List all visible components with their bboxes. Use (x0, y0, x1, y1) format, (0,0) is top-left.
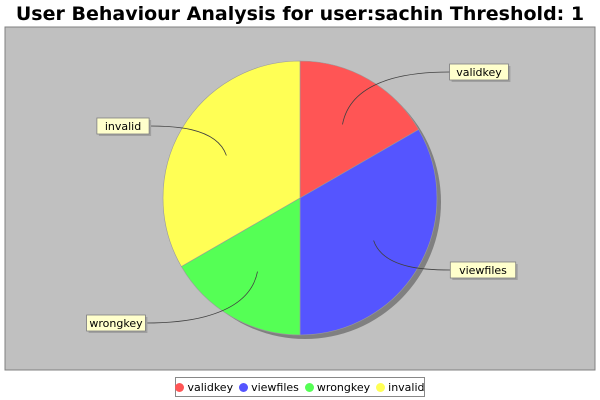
slice-label-box-wrongkey (86, 314, 146, 332)
legend-swatch-viewfiles (239, 382, 249, 392)
leader-line-invalid (149, 125, 227, 156)
pie-slice-validkey (299, 60, 420, 199)
slice-label-box-validkey (449, 63, 509, 81)
slice-label-invalid: invalid (105, 120, 141, 133)
legend-item-wrongkey: wrongkey (304, 380, 371, 394)
slice-label-wrongkey: wrongkey (89, 317, 143, 330)
slice-label-box-invalid (96, 117, 150, 135)
legend-swatch-invalid (376, 382, 386, 392)
legend-label-invalid: invalid (388, 380, 425, 394)
legend-item-validkey: validkey (175, 381, 233, 394)
pie-slice-wrongkey (180, 197, 301, 336)
legend-item-invalid: invalid (376, 380, 425, 394)
chart-title: User Behaviour Analysis for user:sachin … (15, 3, 585, 25)
slice-label-validkey: validkey (456, 66, 502, 79)
legend-swatch-wrongkey (304, 382, 314, 392)
slice-label-viewfiles: viewfiles (459, 264, 507, 277)
legend-label-viewfiles: viewfiles (251, 380, 299, 394)
legend: validkey viewfiles wrongkey invalid (175, 377, 425, 397)
legend-item-viewfiles: viewfiles (239, 381, 299, 394)
legend-label-validkey: validkey (187, 380, 234, 394)
pie-slice-invalid (162, 60, 301, 267)
pie-slices (162, 60, 438, 336)
legend-label-wrongkey: wrongkey (316, 380, 371, 394)
slice-labels: validkey viewfiles wrongkey invalid (86, 63, 518, 333)
slice-label-box-viewfiles (449, 261, 517, 279)
legend-swatch-validkey (175, 382, 185, 392)
leader-line-viewfiles (373, 240, 451, 271)
pie-slice-viewfiles (299, 129, 438, 336)
leader-line-wrongkey (145, 271, 258, 324)
